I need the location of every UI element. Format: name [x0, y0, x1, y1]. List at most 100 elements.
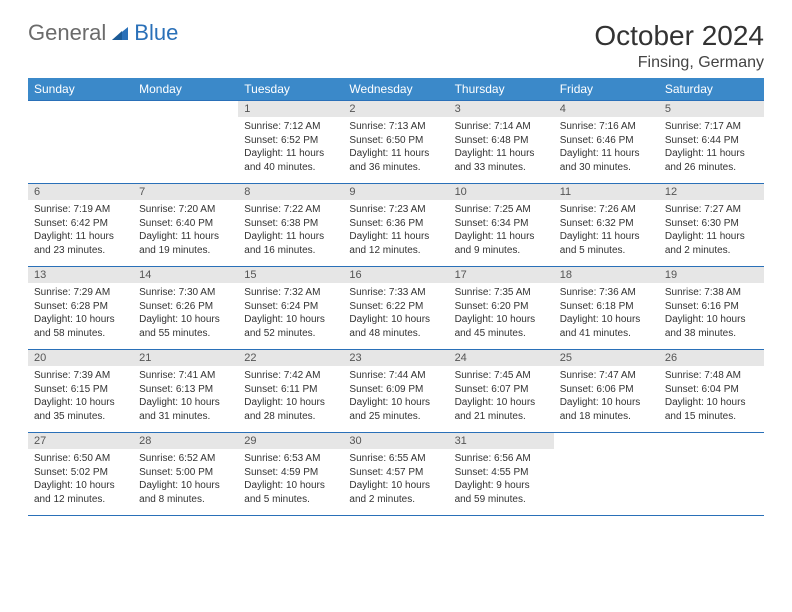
day-details: Sunrise: 7:12 AMSunset: 6:52 PMDaylight:… — [238, 117, 343, 178]
sunrise-text: Sunrise: 7:17 AM — [665, 120, 758, 134]
sunrise-text: Sunrise: 6:55 AM — [349, 452, 442, 466]
day-details: Sunrise: 7:22 AMSunset: 6:38 PMDaylight:… — [238, 200, 343, 261]
calendar-cell: 23Sunrise: 7:44 AMSunset: 6:09 PMDayligh… — [343, 350, 448, 433]
logo-sail-icon — [110, 25, 130, 41]
sunrise-text: Sunrise: 7:22 AM — [244, 203, 337, 217]
sunset-text: Sunset: 6:52 PM — [244, 134, 337, 148]
day-details: Sunrise: 7:35 AMSunset: 6:20 PMDaylight:… — [449, 283, 554, 344]
page-title: October 2024 — [594, 20, 764, 52]
sunrise-text: Sunrise: 7:32 AM — [244, 286, 337, 300]
daylight-text: Daylight: 11 hours and 2 minutes. — [665, 230, 758, 257]
daylight-text: Daylight: 10 hours and 48 minutes. — [349, 313, 442, 340]
sunrise-text: Sunrise: 7:42 AM — [244, 369, 337, 383]
calendar-cell: 22Sunrise: 7:42 AMSunset: 6:11 PMDayligh… — [238, 350, 343, 433]
header: General Blue October 2024 Finsing, Germa… — [28, 20, 764, 72]
logo: General Blue — [28, 20, 178, 46]
daylight-text: Daylight: 10 hours and 2 minutes. — [349, 479, 442, 506]
sunrise-text: Sunrise: 7:23 AM — [349, 203, 442, 217]
sunset-text: Sunset: 6:18 PM — [560, 300, 653, 314]
sunset-text: Sunset: 6:32 PM — [560, 217, 653, 231]
day-details: Sunrise: 6:52 AMSunset: 5:00 PMDaylight:… — [133, 449, 238, 510]
sunset-text: Sunset: 6:28 PM — [34, 300, 127, 314]
day-number: 22 — [238, 350, 343, 366]
sunrise-text: Sunrise: 7:26 AM — [560, 203, 653, 217]
calendar-cell: 5Sunrise: 7:17 AMSunset: 6:44 PMDaylight… — [659, 101, 764, 184]
sunset-text: Sunset: 6:34 PM — [455, 217, 548, 231]
calendar-cell: 14Sunrise: 7:30 AMSunset: 6:26 PMDayligh… — [133, 267, 238, 350]
day-details: Sunrise: 7:14 AMSunset: 6:48 PMDaylight:… — [449, 117, 554, 178]
calendar-cell: 10Sunrise: 7:25 AMSunset: 6:34 PMDayligh… — [449, 184, 554, 267]
day-number: 7 — [133, 184, 238, 200]
day-details: Sunrise: 7:32 AMSunset: 6:24 PMDaylight:… — [238, 283, 343, 344]
daylight-text: Daylight: 10 hours and 8 minutes. — [139, 479, 232, 506]
sunrise-text: Sunrise: 6:53 AM — [244, 452, 337, 466]
sunrise-text: Sunrise: 7:38 AM — [665, 286, 758, 300]
calendar-cell: 15Sunrise: 7:32 AMSunset: 6:24 PMDayligh… — [238, 267, 343, 350]
day-number: 16 — [343, 267, 448, 283]
daylight-text: Daylight: 11 hours and 16 minutes. — [244, 230, 337, 257]
sunset-text: Sunset: 6:26 PM — [139, 300, 232, 314]
sunset-text: Sunset: 6:30 PM — [665, 217, 758, 231]
day-number: 21 — [133, 350, 238, 366]
sunrise-text: Sunrise: 7:13 AM — [349, 120, 442, 134]
day-details: Sunrise: 7:33 AMSunset: 6:22 PMDaylight:… — [343, 283, 448, 344]
daylight-text: Daylight: 10 hours and 38 minutes. — [665, 313, 758, 340]
day-number: 24 — [449, 350, 554, 366]
daylight-text: Daylight: 10 hours and 55 minutes. — [139, 313, 232, 340]
sunset-text: Sunset: 6:24 PM — [244, 300, 337, 314]
calendar-cell: 6Sunrise: 7:19 AMSunset: 6:42 PMDaylight… — [28, 184, 133, 267]
day-details: Sunrise: 7:25 AMSunset: 6:34 PMDaylight:… — [449, 200, 554, 261]
sunset-text: Sunset: 6:04 PM — [665, 383, 758, 397]
sunset-text: Sunset: 6:16 PM — [665, 300, 758, 314]
day-number: 3 — [449, 101, 554, 117]
sunrise-text: Sunrise: 7:48 AM — [665, 369, 758, 383]
daylight-text: Daylight: 11 hours and 23 minutes. — [34, 230, 127, 257]
daylight-text: Daylight: 11 hours and 5 minutes. — [560, 230, 653, 257]
calendar-cell: 17Sunrise: 7:35 AMSunset: 6:20 PMDayligh… — [449, 267, 554, 350]
weekday-header: Tuesday — [238, 78, 343, 101]
calendar-row: 1Sunrise: 7:12 AMSunset: 6:52 PMDaylight… — [28, 101, 764, 184]
sunset-text: Sunset: 6:13 PM — [139, 383, 232, 397]
sunrise-text: Sunrise: 7:25 AM — [455, 203, 548, 217]
day-number: 23 — [343, 350, 448, 366]
sunset-text: Sunset: 6:07 PM — [455, 383, 548, 397]
daylight-text: Daylight: 10 hours and 58 minutes. — [34, 313, 127, 340]
day-details: Sunrise: 7:48 AMSunset: 6:04 PMDaylight:… — [659, 366, 764, 427]
day-details: Sunrise: 6:50 AMSunset: 5:02 PMDaylight:… — [28, 449, 133, 510]
sunrise-text: Sunrise: 7:36 AM — [560, 286, 653, 300]
day-details: Sunrise: 7:41 AMSunset: 6:13 PMDaylight:… — [133, 366, 238, 427]
sunset-text: Sunset: 6:20 PM — [455, 300, 548, 314]
sunrise-text: Sunrise: 7:29 AM — [34, 286, 127, 300]
day-number: 2 — [343, 101, 448, 117]
daylight-text: Daylight: 10 hours and 25 minutes. — [349, 396, 442, 423]
day-details: Sunrise: 7:44 AMSunset: 6:09 PMDaylight:… — [343, 366, 448, 427]
sunrise-text: Sunrise: 7:14 AM — [455, 120, 548, 134]
calendar-cell: 19Sunrise: 7:38 AMSunset: 6:16 PMDayligh… — [659, 267, 764, 350]
calendar-cell: 7Sunrise: 7:20 AMSunset: 6:40 PMDaylight… — [133, 184, 238, 267]
calendar-cell: 9Sunrise: 7:23 AMSunset: 6:36 PMDaylight… — [343, 184, 448, 267]
daylight-text: Daylight: 10 hours and 52 minutes. — [244, 313, 337, 340]
sunset-text: Sunset: 5:02 PM — [34, 466, 127, 480]
calendar-cell — [28, 101, 133, 184]
calendar-cell: 1Sunrise: 7:12 AMSunset: 6:52 PMDaylight… — [238, 101, 343, 184]
title-block: October 2024 Finsing, Germany — [594, 20, 764, 72]
daylight-text: Daylight: 11 hours and 9 minutes. — [455, 230, 548, 257]
calendar-cell: 2Sunrise: 7:13 AMSunset: 6:50 PMDaylight… — [343, 101, 448, 184]
day-number: 28 — [133, 433, 238, 449]
sunset-text: Sunset: 6:11 PM — [244, 383, 337, 397]
day-details: Sunrise: 7:45 AMSunset: 6:07 PMDaylight:… — [449, 366, 554, 427]
daylight-text: Daylight: 11 hours and 26 minutes. — [665, 147, 758, 174]
calendar-cell: 29Sunrise: 6:53 AMSunset: 4:59 PMDayligh… — [238, 433, 343, 516]
calendar-cell: 21Sunrise: 7:41 AMSunset: 6:13 PMDayligh… — [133, 350, 238, 433]
sunrise-text: Sunrise: 7:27 AM — [665, 203, 758, 217]
calendar-cell: 20Sunrise: 7:39 AMSunset: 6:15 PMDayligh… — [28, 350, 133, 433]
weekday-header: Wednesday — [343, 78, 448, 101]
calendar-row: 27Sunrise: 6:50 AMSunset: 5:02 PMDayligh… — [28, 433, 764, 516]
day-number: 9 — [343, 184, 448, 200]
sunset-text: Sunset: 5:00 PM — [139, 466, 232, 480]
sunset-text: Sunset: 6:44 PM — [665, 134, 758, 148]
sunrise-text: Sunrise: 7:19 AM — [34, 203, 127, 217]
calendar-cell: 31Sunrise: 6:56 AMSunset: 4:55 PMDayligh… — [449, 433, 554, 516]
sunrise-text: Sunrise: 7:44 AM — [349, 369, 442, 383]
day-number: 18 — [554, 267, 659, 283]
